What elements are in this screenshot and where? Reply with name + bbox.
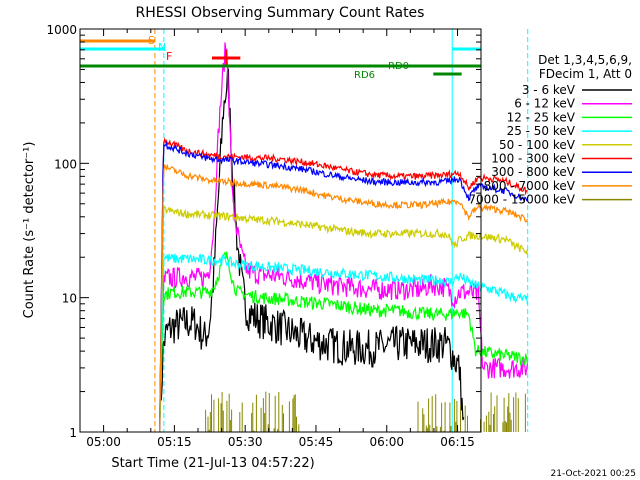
x-tick-label: 05:00 — [86, 435, 121, 449]
series-line-3 — [159, 253, 528, 432]
x-axis: 05:00 05:15 05:30 05:45 06:00 06:15 — [79, 29, 475, 449]
annotation-label: N — [158, 41, 166, 54]
legend-label: 12 - 25 keV — [507, 110, 576, 124]
legend-label: 3 - 6 keV — [522, 83, 576, 97]
x-tick-label: 05:15 — [157, 435, 192, 449]
y-tick-label: 1000 — [46, 23, 77, 37]
legend-label: 300 - 800 keV — [491, 165, 575, 179]
series-line-7 — [159, 164, 528, 433]
chart-title: RHESSI Observing Summary Count Rates — [136, 5, 425, 21]
legend-label: 7000 - 15000 keV — [468, 193, 575, 207]
legend-label: 800 - 7000 keV — [484, 179, 576, 193]
plot-frame — [79, 28, 482, 433]
series-line-4 — [159, 206, 528, 433]
legend-label: 25 - 50 keV — [507, 124, 576, 138]
legend-label: 50 - 100 keV — [499, 138, 576, 152]
series-line-0 — [159, 65, 465, 433]
x-tick-label: 06:00 — [369, 435, 404, 449]
x-tick-label: 06:15 — [440, 435, 475, 449]
y-tick-label: 100 — [54, 157, 77, 171]
state-overlay-layer: SNF RD0 RD6 — [80, 34, 481, 81]
legend-header-line-1: Det 1,3,4,5,6,9, — [538, 53, 632, 67]
annotation-label: S — [148, 34, 155, 47]
legend-label: 100 - 300 keV — [491, 152, 575, 166]
y-tick-label: 10 — [62, 292, 77, 306]
y-axis-label: Count Rate (s⁻¹ detector⁻¹) — [22, 142, 37, 319]
x-tick-label: 05:45 — [299, 435, 334, 449]
series-line-1 — [159, 42, 528, 429]
y-axis: 1 10 100 1000 — [46, 23, 481, 440]
annotation-label: RD6 — [354, 70, 375, 81]
annotation-label: F — [166, 50, 172, 63]
series-layer — [159, 42, 528, 433]
y-tick-label: 1 — [69, 426, 77, 440]
x-tick-label: 05:30 — [228, 435, 263, 449]
series-line-8 — [205, 391, 526, 432]
legend-header-line-2: FDecim 1, Att 0 — [539, 67, 632, 81]
series-line-5 — [159, 137, 528, 430]
series-line-6 — [159, 140, 528, 430]
legend-label: 6 - 12 keV — [514, 97, 576, 111]
footer-timestamp: 21-Oct-2021 00:25 — [551, 469, 636, 479]
x-axis-label: Start Time (21-Jul-13 04:57:22) — [111, 456, 314, 471]
annotation-label: RD0 — [388, 61, 409, 72]
legend: Det 1,3,4,5,6,9, FDecim 1, Att 0 3 - 6 k… — [468, 53, 632, 207]
